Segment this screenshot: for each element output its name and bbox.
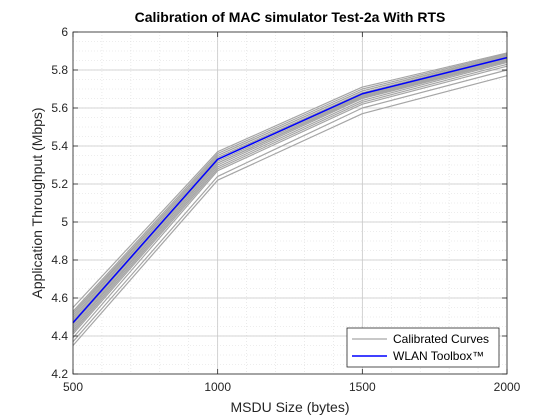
calibrated-curve [72,52,508,308]
calibrated-curve [72,69,508,343]
series-layer [72,52,508,346]
x-axis-label: MSDU Size (bytes) [230,399,349,415]
legend-label-calibrated: Calibrated Curves [393,332,489,346]
y-tick-label: 4.4 [51,329,68,343]
y-axis-label: Application Throughput (Mbps) [29,107,45,298]
plot-frame [72,31,508,375]
x-tick-label: 1500 [349,380,376,394]
legend: Calibrated Curves WLAN Toolbox™ [346,327,500,368]
calibrated-curve [72,56,508,320]
y-tick-label: 4.8 [51,253,68,267]
calibrated-curve [72,58,508,325]
calibrated-curve [72,53,508,312]
y-tick-label: 4.2 [51,367,68,381]
calibrated-curve [72,63,508,335]
calibrated-curve [72,55,508,316]
legend-label-toolbox: WLAN Toolbox™ [393,349,484,363]
legend-box [346,327,500,368]
calibrated-curve [72,65,508,339]
chart-title: Calibration of MAC simulator Test-2a Wit… [135,9,446,25]
y-tick-label: 5.8 [51,63,68,77]
x-tick-label: 500 [63,380,83,394]
y-tick-label: 5.4 [51,139,68,153]
toolbox-curve [72,56,508,324]
tick-labels: 500 1000 1500 2000 4.2 4.4 4.6 4.8 5 5.2 5.4 5.6 5.8… [51,25,520,394]
y-tick-label: 5.2 [51,177,68,191]
y-tick-label: 5 [61,215,68,229]
y-tick-label: 5.6 [51,101,68,115]
axis-ticks [72,31,508,375]
y-tick-label: 6 [61,25,68,39]
calibrated-curve [72,60,508,331]
x-tick-label: 1000 [204,380,231,394]
calibrated-curve [72,61,508,333]
y-tick-label: 4.6 [51,291,68,305]
calibrated-curve [72,59,508,329]
x-tick-label: 2000 [494,380,521,394]
calibrated-curve [72,75,508,346]
